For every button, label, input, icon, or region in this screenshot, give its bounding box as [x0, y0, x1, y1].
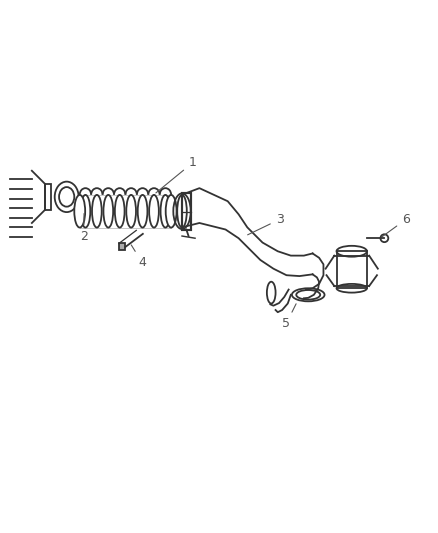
Text: 5: 5 — [282, 304, 296, 330]
Text: 4: 4 — [131, 245, 146, 270]
Bar — [182, 193, 191, 230]
Bar — [336, 251, 367, 288]
Text: 6: 6 — [382, 213, 410, 237]
Text: 3: 3 — [247, 213, 283, 235]
Ellipse shape — [166, 195, 177, 228]
Bar — [45, 184, 51, 210]
Text: 2: 2 — [80, 214, 88, 244]
Bar — [119, 244, 125, 251]
Ellipse shape — [74, 195, 85, 228]
Text: 1: 1 — [156, 156, 196, 193]
